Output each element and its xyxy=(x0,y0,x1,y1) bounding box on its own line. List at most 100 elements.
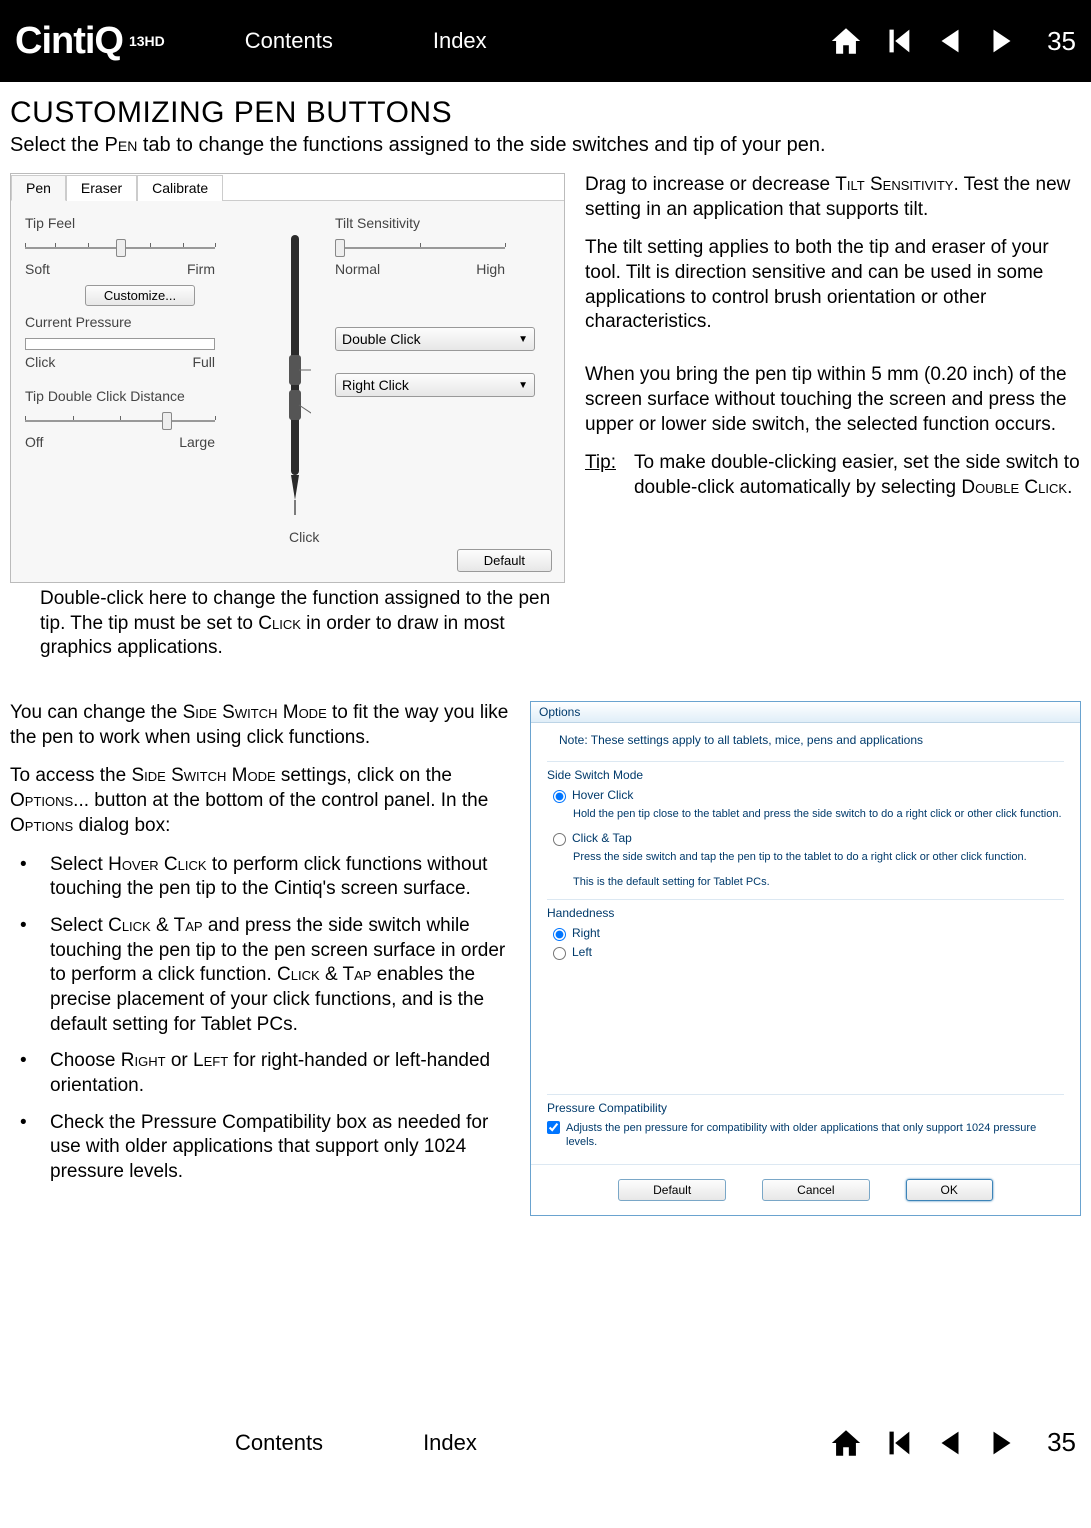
page-footer: Contents Index 35 xyxy=(0,1416,1091,1470)
tip-text: To make double-clicking easier, set the … xyxy=(634,451,1081,500)
upper-switch-value: Double Click xyxy=(342,331,421,347)
options-note: Note: These settings apply to all tablet… xyxy=(547,733,1064,747)
footer-links: Contents Index xyxy=(235,1430,477,1456)
pen-illustration xyxy=(279,225,311,515)
pressure-bar xyxy=(25,338,215,350)
click-tap-radio[interactable]: Click & Tap xyxy=(553,831,1064,846)
prev-page-icon[interactable] xyxy=(933,1426,967,1460)
pen-tip-annotation: Double-click here to change the function… xyxy=(10,587,565,661)
header-nav-icons: 35 xyxy=(829,24,1076,58)
header-links: Contents Index xyxy=(245,28,487,54)
list-item: •Check the Pressure Compatibility box as… xyxy=(20,1111,510,1185)
compat-desc: Adjusts the pen pressure for compatibili… xyxy=(566,1121,1064,1150)
tilt-max: High xyxy=(476,261,505,277)
dcd-label: Tip Double Click Distance xyxy=(25,388,255,404)
footer-nav-icons: 35 xyxy=(829,1426,1076,1460)
tip-feel-min: Soft xyxy=(25,261,50,277)
intro-prefix: Select the xyxy=(10,134,105,156)
page-header: CintiQ 13HD Contents Index 35 xyxy=(0,0,1091,82)
intro-suffix: tab to change the functions assigned to … xyxy=(137,134,825,156)
handedness-label: Handedness xyxy=(547,899,1064,920)
lower-switch-value: Right Click xyxy=(342,377,409,393)
hover-click-radio[interactable]: Hover Click xyxy=(553,788,1064,803)
logo-sub: 13HD xyxy=(129,33,165,49)
dcd-max: Large xyxy=(179,434,215,450)
click-tap-radio-input[interactable] xyxy=(553,833,566,846)
options-default-button[interactable]: Default xyxy=(618,1179,726,1201)
tab-eraser[interactable]: Eraser xyxy=(66,175,137,201)
first-page-icon[interactable] xyxy=(881,1426,915,1460)
dcd-slider[interactable] xyxy=(25,412,215,430)
tilt-min: Normal xyxy=(335,261,380,277)
main-content: CUSTOMIZING PEN BUTTONS Select the Pen t… xyxy=(0,82,1091,1416)
tilt-annotation-1: Drag to increase or decrease Tilt Sensit… xyxy=(585,173,1081,222)
ssm-label: Side Switch Mode xyxy=(547,761,1064,782)
tip-function-label: Click xyxy=(289,529,319,545)
tip-label: Tip: xyxy=(585,451,616,500)
list-item: •Select Click & Tap and press the side s… xyxy=(20,914,510,1037)
tip-feel-label: Tip Feel xyxy=(25,215,255,231)
footer-contents-link[interactable]: Contents xyxy=(235,1430,323,1456)
home-icon[interactable] xyxy=(829,24,863,58)
footer-index-link[interactable]: Index xyxy=(423,1430,477,1456)
contents-link[interactable]: Contents xyxy=(245,28,333,54)
next-page-icon[interactable] xyxy=(985,1426,1019,1460)
list-item: •Choose Right or Left for right-handed o… xyxy=(20,1049,510,1098)
right-label: Right xyxy=(572,926,600,940)
hover-click-label: Hover Click xyxy=(572,788,633,802)
click-tap-desc: Press the side switch and tap the pen ti… xyxy=(547,850,1064,864)
footer-page-number: 35 xyxy=(1047,1427,1076,1458)
p2: To access the Side Switch Mode settings,… xyxy=(10,764,510,838)
next-page-icon[interactable] xyxy=(985,24,1019,58)
left-radio[interactable]: Left xyxy=(553,945,1064,960)
left-label: Left xyxy=(572,945,592,959)
tilt-annotation-2: The tilt setting applies to both the tip… xyxy=(585,236,1081,335)
page-number: 35 xyxy=(1047,26,1076,57)
options-explanation: You can change the Side Switch Mode to f… xyxy=(10,701,510,1215)
page-title: CUSTOMIZING PEN BUTTONS xyxy=(10,96,1081,130)
options-buttons: Default Cancel OK xyxy=(531,1164,1080,1215)
current-pressure-label: Current Pressure xyxy=(25,314,255,330)
click-tap-note: This is the default setting for Tablet P… xyxy=(547,875,1064,889)
prev-page-icon[interactable] xyxy=(933,24,967,58)
click-tap-label: Click & Tap xyxy=(572,831,632,845)
pressure-min: Click xyxy=(25,354,55,370)
right-annotations: Drag to increase or decrease Tilt Sensit… xyxy=(585,173,1081,661)
pen-settings-panel: Pen Eraser Calibrate Tip Feel Soft Firm C… xyxy=(10,173,565,583)
customize-button[interactable]: Customize... xyxy=(85,285,195,306)
hover-click-desc: Hold the pen tip close to the tablet and… xyxy=(547,807,1064,821)
first-page-icon[interactable] xyxy=(881,24,915,58)
tab-calibrate[interactable]: Calibrate xyxy=(137,175,223,201)
options-dialog: Options Note: These settings apply to al… xyxy=(530,701,1081,1215)
intro-text: Select the Pen tab to change the functio… xyxy=(10,134,1081,157)
pressure-max: Full xyxy=(192,354,215,370)
options-title: Options xyxy=(531,702,1080,723)
right-radio[interactable]: Right xyxy=(553,926,1064,941)
compat-checkbox-row[interactable]: Adjusts the pen pressure for compatibili… xyxy=(547,1121,1064,1150)
switch-annotation: When you bring the pen tip within 5 mm (… xyxy=(585,363,1081,437)
upper-switch-dropdown[interactable]: Double Click ▼ xyxy=(335,327,535,351)
tab-pen[interactable]: Pen xyxy=(11,175,66,201)
p1: You can change the Side Switch Mode to f… xyxy=(10,701,510,750)
home-icon[interactable] xyxy=(829,1426,863,1460)
hover-click-radio-input[interactable] xyxy=(553,790,566,803)
dcd-min: Off xyxy=(25,434,43,450)
left-radio-input[interactable] xyxy=(553,947,566,960)
panel-tabs: Pen Eraser Calibrate xyxy=(11,174,564,201)
default-button[interactable]: Default xyxy=(457,549,552,572)
options-cancel-button[interactable]: Cancel xyxy=(762,1179,869,1201)
compat-checkbox[interactable] xyxy=(547,1121,560,1134)
tip-feel-slider[interactable] xyxy=(25,239,215,257)
tip-feel-max: Firm xyxy=(187,261,215,277)
lower-switch-dropdown[interactable]: Right Click ▼ xyxy=(335,373,535,397)
tilt-slider[interactable] xyxy=(335,239,505,257)
chevron-down-icon: ▼ xyxy=(518,380,528,391)
chevron-down-icon: ▼ xyxy=(518,334,528,345)
intro-pen: Pen xyxy=(105,134,138,156)
compat-label: Pressure Compatibility xyxy=(547,1094,1064,1115)
logo: CintiQ xyxy=(15,20,123,63)
right-radio-input[interactable] xyxy=(553,928,566,941)
index-link[interactable]: Index xyxy=(433,28,487,54)
tilt-label: Tilt Sensitivity xyxy=(335,215,550,231)
options-ok-button[interactable]: OK xyxy=(906,1179,993,1201)
